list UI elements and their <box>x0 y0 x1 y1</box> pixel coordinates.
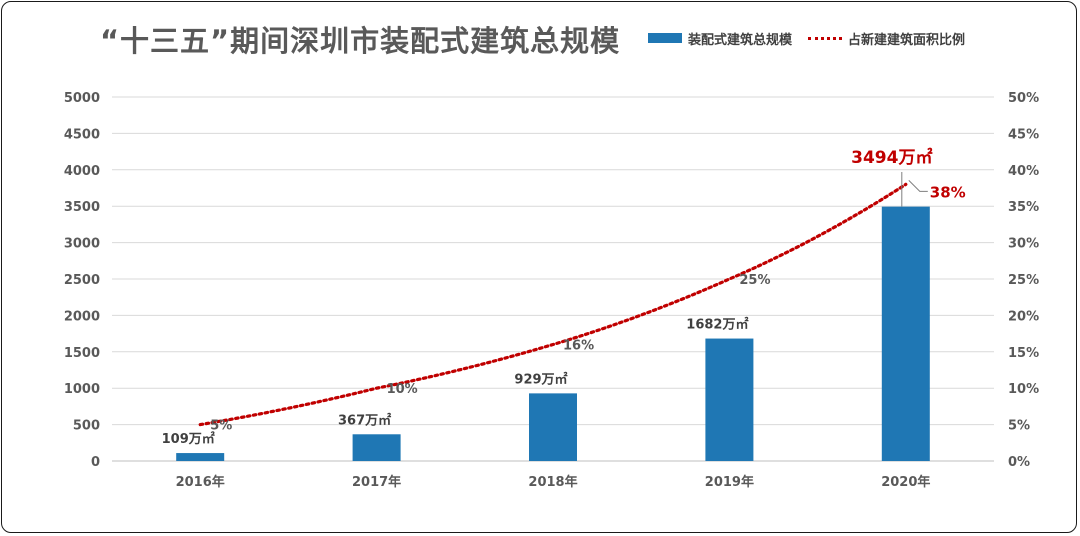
y2-tick-label: 15% <box>1008 346 1039 361</box>
y-tick-label: 2500 <box>64 273 100 288</box>
line-data-label: 5% <box>210 419 232 434</box>
line-data-label: 16% <box>563 339 594 354</box>
line-data-label: 38% <box>930 183 966 201</box>
chart-title: “十三五”期间深圳市装配式建筑总规模 <box>100 24 621 58</box>
y-tick-label: 2000 <box>64 309 100 324</box>
y-tick-label: 3000 <box>64 237 100 252</box>
y2-tick-label: 45% <box>1008 127 1039 142</box>
legend-line-label: 占新建建筑面积比例 <box>848 32 966 48</box>
bar-data-label: 367万㎡ <box>338 412 391 428</box>
y2-tick-label: 35% <box>1008 200 1039 215</box>
y-tick-label: 1500 <box>64 346 100 361</box>
line-series <box>198 182 908 427</box>
data-labels: 109万㎡ 367万㎡ 929万㎡ 1682万㎡ 3494万㎡ 5% 10% 16% 25% 38… <box>162 147 966 447</box>
chart-legend: 装配式建筑总规模 占新建建筑面积比例 <box>648 28 965 48</box>
y2-tick-label: 0% <box>1008 455 1030 470</box>
y2-tick-label: 50% <box>1008 91 1039 106</box>
bar <box>881 206 930 461</box>
x-axis: 2016年 2017年 2018年 2019年 2020年 <box>176 474 931 490</box>
x-tick-label: 2018年 <box>528 474 577 490</box>
bar <box>529 393 577 461</box>
y2-tick-label: 5% <box>1008 419 1030 434</box>
y2-tick-label: 20% <box>1008 309 1039 324</box>
bar-series <box>176 206 930 461</box>
y-tick-label: 5000 <box>64 91 100 106</box>
legend-line-swatch <box>808 36 843 40</box>
bar <box>176 453 225 461</box>
y-tick-label: 1000 <box>64 382 100 397</box>
bar-data-label: 929万㎡ <box>514 371 567 387</box>
y2-tick-label: 10% <box>1008 382 1039 397</box>
y2-tick-label: 30% <box>1008 237 1039 252</box>
y-tick-label: 4000 <box>64 164 100 179</box>
bar <box>352 434 401 461</box>
right-axis: 0% 5% 10% 15% 20% 25% 30% 35% 40% 45% 50% <box>1008 91 1039 470</box>
line-data-label: 25% <box>739 273 770 288</box>
y-tick-label: 3500 <box>64 200 100 215</box>
bar <box>705 338 754 461</box>
bar-data-label: 1682万㎡ <box>686 317 748 333</box>
leader-line <box>908 180 928 192</box>
x-tick-label: 2019年 <box>705 474 754 490</box>
legend-bar-swatch <box>648 33 682 43</box>
x-tick-label: 2017年 <box>352 474 401 490</box>
x-tick-label: 2020年 <box>881 474 930 490</box>
y-tick-label: 500 <box>73 419 100 434</box>
y-tick-label: 4500 <box>64 127 100 142</box>
line-data-label: 10% <box>387 382 418 397</box>
y-tick-label: 0 <box>91 455 100 470</box>
legend-bar-label: 装配式建筑总规模 <box>688 32 793 48</box>
bar-data-label: 3494万㎡ <box>851 147 932 168</box>
bar-data-label: 109万㎡ <box>162 431 215 447</box>
left-axis: 0 500 1000 1500 2000 2500 3000 3500 4000 4500 5000 <box>64 91 100 470</box>
x-tick-label: 2016年 <box>176 474 225 490</box>
y2-tick-label: 25% <box>1008 273 1039 288</box>
y2-tick-label: 40% <box>1008 164 1039 179</box>
